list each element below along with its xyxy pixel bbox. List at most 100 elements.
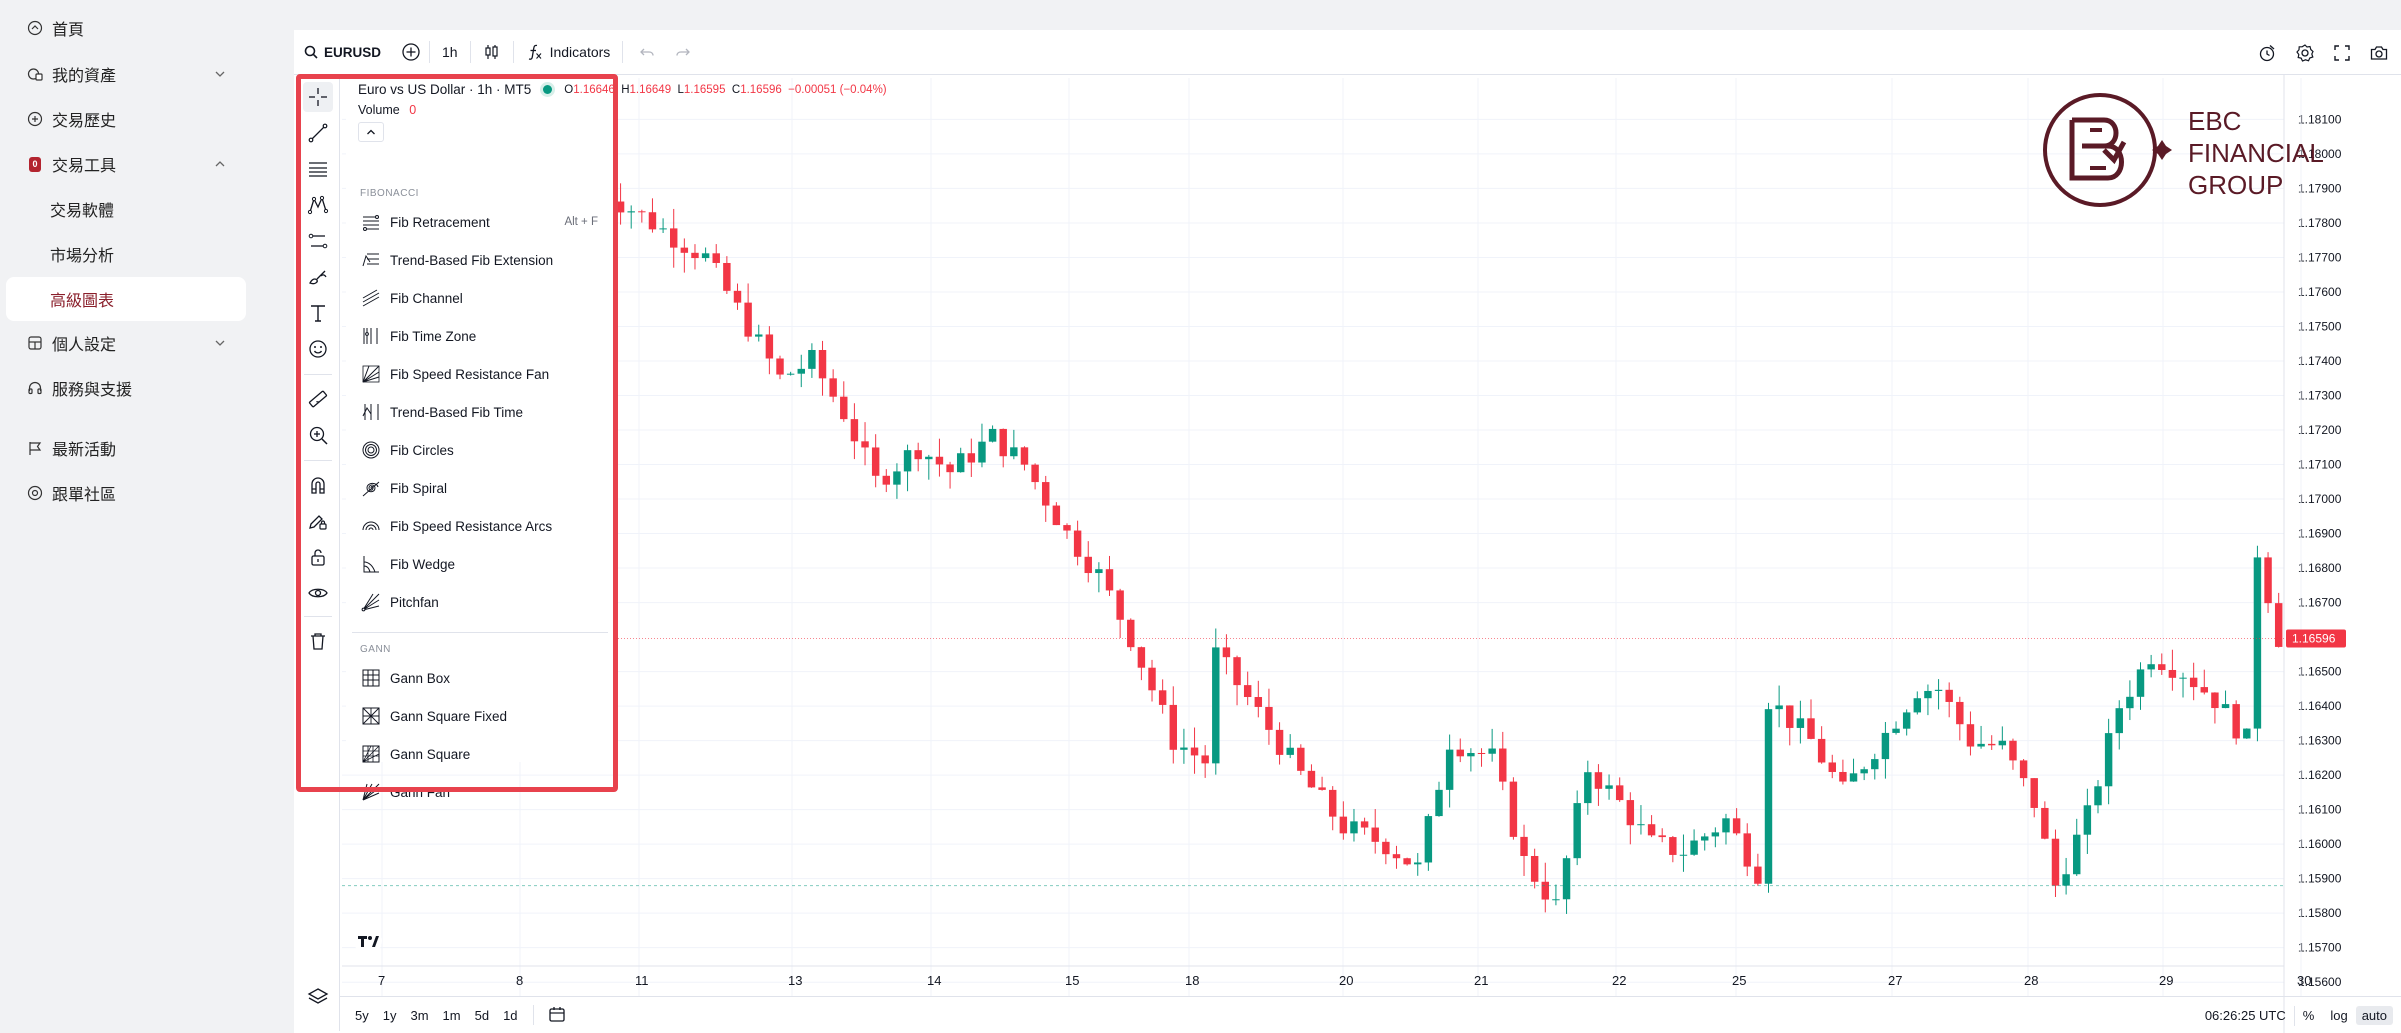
compare-symbol-button[interactable]: [393, 30, 429, 75]
sidebar-item-0[interactable]: 首頁: [6, 6, 246, 50]
candle-body: [1605, 785, 1613, 789]
menu-item-fib-speed-resistance-fan[interactable]: Fib Speed Resistance Fan: [352, 356, 608, 392]
candle-body: [2030, 778, 2038, 808]
fib-tool-group[interactable]: [303, 154, 333, 184]
menu-item-pitchfan[interactable]: Pitchfan: [352, 584, 608, 620]
menu-item-trend-based-fib-time[interactable]: Trend-Based Fib Time: [352, 394, 608, 430]
zoom-tool[interactable]: [303, 420, 333, 450]
menu-item-gann-fan[interactable]: Gann Fan: [352, 774, 608, 810]
sidebar-item-10[interactable]: 跟單社區: [6, 471, 246, 515]
sidebar-item-label: 個人設定: [52, 337, 117, 354]
chart-legend: Euro vs US Dollar · 1h · MT5 O1.16646 H1…: [358, 82, 887, 142]
chart-type-button[interactable]: [471, 30, 513, 75]
candle-body: [2115, 708, 2123, 734]
log-scale-button[interactable]: log: [2330, 1008, 2348, 1023]
menu-item-fib-circles[interactable]: Fib Circles: [352, 432, 608, 468]
menu-item-fib-wedge[interactable]: Fib Wedge: [352, 546, 608, 582]
legend-collapse-button[interactable]: [358, 122, 384, 142]
symbol-search-button[interactable]: EURUSD: [294, 30, 393, 75]
fib-arcs-icon: [360, 515, 382, 537]
time-axis-label: 29: [2159, 973, 2173, 988]
interval-button[interactable]: 1h: [430, 30, 470, 75]
range-button-5y[interactable]: 5y: [355, 1007, 369, 1023]
percent-scale-button[interactable]: %: [2302, 1008, 2315, 1023]
toolbar-divider: [469, 41, 471, 63]
menu-item-gann-square[interactable]: Gann Square: [352, 736, 608, 772]
sidebar-item-9[interactable]: 最新活動: [6, 426, 246, 470]
stay-drawing-tool[interactable]: [303, 506, 333, 536]
price-axis-label: 1.17900: [2298, 181, 2342, 195]
svg-text:GROUP: GROUP: [2188, 170, 2283, 200]
menu-item-fib-spiral[interactable]: Fib Spiral: [352, 470, 608, 506]
go-to-date-button[interactable]: [542, 1005, 572, 1026]
object-tree-tool[interactable]: [303, 982, 333, 1012]
hide-drawings-tool[interactable]: [303, 578, 333, 608]
undo-button[interactable]: [623, 30, 665, 75]
sidebar-item-label: 服務與支援: [52, 382, 133, 399]
sidebar-item-6[interactable]: 高級圖表: [6, 277, 246, 321]
sidebar-item-2[interactable]: 交易歷史: [6, 97, 246, 141]
clock-display[interactable]: 06:26:25 UTC: [2204, 1008, 2286, 1023]
sidebar-item-1[interactable]: 我的資產: [6, 52, 246, 96]
menu-item-label: Fib Retracement: [390, 214, 490, 230]
remove-drawings-tool[interactable]: [303, 626, 333, 656]
menu-item-fib-channel[interactable]: Fib Channel: [352, 280, 608, 316]
menu-item-label: Fib Circles: [390, 442, 454, 458]
fib-extension-icon: [360, 249, 382, 271]
sidebar-item-8[interactable]: 服務與支援: [6, 366, 246, 410]
sidebar-item-4[interactable]: 交易軟體: [6, 187, 246, 231]
candle-body: [2179, 677, 2187, 679]
brush-tool[interactable]: [303, 262, 333, 292]
pattern-tool[interactable]: [303, 190, 333, 220]
settings-button[interactable]: [2286, 30, 2324, 75]
chart-canvas[interactable]: 1.18100 1.18000 1.17900 1.17800 1.17700 1.176…: [294, 30, 2401, 1033]
sidebar-item-5[interactable]: 市場分析: [6, 232, 246, 276]
auto-scale-button[interactable]: auto: [2355, 1006, 2393, 1025]
time-axis-label: 13: [788, 973, 802, 988]
trend-line-tool[interactable]: [303, 118, 333, 148]
candle-body: [1095, 569, 1103, 574]
candle-body: [1945, 689, 1953, 702]
lock-drawings-tool[interactable]: [303, 542, 333, 572]
projection-icon: [308, 233, 328, 249]
candle-body: [956, 453, 965, 473]
gann-fan-icon: [360, 781, 382, 803]
candle-body: [1382, 841, 1390, 855]
range-button-3m[interactable]: 3m: [410, 1007, 429, 1023]
prediction-tool[interactable]: [303, 226, 333, 256]
time-axis-label: 27: [1888, 973, 1902, 988]
indicators-button[interactable]: Indicators: [514, 30, 623, 75]
candle-body: [829, 378, 837, 397]
menu-item-gann-box[interactable]: Gann Box: [352, 660, 608, 696]
menu-item-shortcut: Alt + F: [564, 216, 598, 228]
range-button-5d[interactable]: 5d: [474, 1007, 490, 1023]
alerts-button[interactable]: [2248, 30, 2286, 75]
time-axis-label: 18: [1185, 973, 1199, 988]
range-button-1m[interactable]: 1m: [442, 1007, 461, 1023]
range-button-1y[interactable]: 1y: [382, 1007, 397, 1023]
tradingview-logo[interactable]: [354, 927, 382, 955]
menu-item-gann-square-fixed[interactable]: Gann Square Fixed: [352, 698, 608, 734]
menu-item-label: Gann Square: [390, 746, 471, 762]
menu-item-fib-time-zone[interactable]: Fib Time Zone: [352, 318, 608, 354]
measure-tool[interactable]: [303, 384, 333, 414]
clock-alert-icon: [2259, 44, 2275, 61]
menu-item-trend-based-fib-extension[interactable]: Trend-Based Fib Extension: [352, 242, 608, 278]
redo-button[interactable]: [665, 30, 701, 75]
menu-item-fib-retracement[interactable]: Fib Retracement Alt + F: [352, 204, 608, 240]
crosshair-tool[interactable]: [303, 82, 333, 112]
candle-body: [1275, 729, 1284, 755]
toolbar-divider: [512, 41, 514, 63]
sidebar-item-7[interactable]: 個人設定: [6, 321, 246, 365]
menu-item-fib-speed-resistance-arcs[interactable]: Fib Speed Resistance Arcs: [352, 508, 608, 544]
magnet-tool[interactable]: [303, 470, 333, 500]
emoji-tool[interactable]: [303, 334, 333, 364]
range-button-1d[interactable]: 1d: [503, 1007, 518, 1023]
candle-body: [2243, 728, 2251, 739]
candle-body: [2168, 669, 2177, 678]
text-tool[interactable]: [303, 298, 333, 328]
current-price-label: 1.16596: [2292, 631, 2336, 645]
fullscreen-button[interactable]: [2324, 30, 2360, 75]
screenshot-button[interactable]: [2360, 30, 2401, 75]
sidebar-item-3[interactable]: 0 交易工具: [6, 142, 246, 186]
